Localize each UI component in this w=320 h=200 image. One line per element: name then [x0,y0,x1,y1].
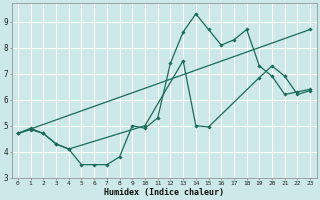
X-axis label: Humidex (Indice chaleur): Humidex (Indice chaleur) [104,188,224,197]
